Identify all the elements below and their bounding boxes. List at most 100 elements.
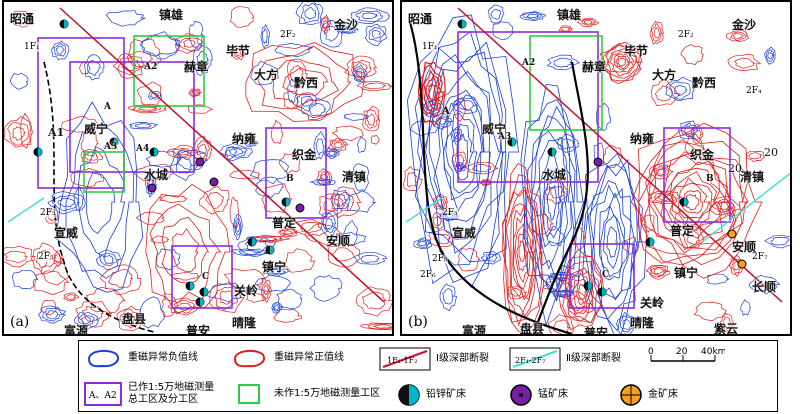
survey-area-b — [265, 127, 327, 219]
neg-anomaly-a — [155, 248, 181, 271]
deposit-b-7 — [645, 237, 655, 247]
neg-zone-b-west — [406, 14, 519, 288]
area-b-b: B — [706, 174, 714, 184]
neg-anomaly-b — [706, 273, 730, 285]
pos-anomaly-a — [327, 137, 349, 153]
neg-anomaly-b — [764, 46, 776, 65]
deposit-b-2 — [547, 147, 557, 157]
place-qingzhen-b: 清镇 — [740, 170, 765, 184]
pos-anomaly-a — [85, 286, 126, 314]
neg-anomaly-a — [309, 274, 343, 302]
panel-b-label: (b) — [406, 314, 430, 330]
deposit-a-12 — [247, 237, 257, 247]
neg-anomaly-a — [147, 91, 162, 100]
pos-anomaly-b — [719, 312, 734, 332]
neg-anomaly-a — [301, 98, 331, 122]
neg-contour-icon — [87, 349, 119, 368]
pos-anomaly-a — [271, 119, 284, 145]
place-zhenning: 镇宁 — [262, 260, 287, 274]
deep-fault-1-icon: 1F₁-1F₂ — [379, 347, 431, 371]
unsurveyed-area-icon — [238, 384, 260, 404]
pos-anomaly-b — [457, 248, 481, 272]
place-xuanwei-b: 宣威 — [452, 226, 477, 240]
boundary-line-b — [408, 21, 573, 334]
svg-text:A、A2: A、A2 — [88, 391, 117, 401]
pos-anomaly-a — [278, 153, 300, 174]
pos-anomaly-a — [170, 271, 200, 281]
place-pu-an-b: 普安 — [584, 326, 609, 336]
deposit-b-3 — [593, 157, 603, 167]
pos-anomaly-a — [99, 264, 142, 296]
survey-area-b-b — [663, 127, 731, 223]
neg-anomaly-a — [242, 139, 259, 147]
au-deposit-icon — [620, 384, 642, 406]
place-xuanwei: 宣威 — [54, 226, 79, 240]
pos-anomaly-a — [283, 90, 299, 110]
neg-anomaly-a — [271, 302, 284, 314]
svg-text:1F₁-1F₂: 1F₁-1F₂ — [387, 356, 417, 365]
pos-anomaly-b — [727, 53, 762, 71]
neg-anomaly-a — [139, 34, 180, 57]
pos-anomaly-a — [359, 322, 392, 331]
pos-anomaly-a — [320, 14, 332, 35]
pos-anomaly-a — [245, 234, 291, 243]
deposit-b-1 — [507, 137, 517, 147]
neg-anomaly-a — [105, 10, 146, 27]
survey-area-c — [171, 245, 233, 309]
neg-anomaly-a — [320, 210, 339, 238]
deposit-a-13 — [265, 245, 275, 255]
deposit-b-9 — [737, 259, 747, 269]
survey-area-a — [69, 61, 195, 173]
neg-anomaly-b — [665, 76, 695, 102]
pos-zone-b-band — [501, 162, 545, 334]
pos-zone-b-panxian — [558, 248, 605, 331]
pos-anomaly-b — [726, 30, 750, 42]
deposit-b-5 — [583, 281, 593, 291]
pos-anomaly-a — [126, 51, 154, 67]
pos-anomaly-b — [726, 202, 736, 217]
fault-label-2f6-b: 2F₆ — [420, 270, 436, 280]
neg-anomaly-a — [128, 122, 159, 130]
place-bijie-b: 毕节 — [624, 44, 649, 58]
pos-zone-a-south — [145, 183, 231, 315]
pos-anomaly-b — [602, 145, 624, 169]
place-zhenning-b: 镇宁 — [674, 266, 699, 280]
pos-anomaly-a — [284, 248, 316, 273]
place-qianxi: 黔西 — [294, 76, 319, 90]
place-anshun: 安顺 — [326, 234, 351, 248]
area-a3: A3 — [104, 142, 118, 152]
fault-line-2f7-b — [701, 172, 790, 243]
fault-line-2f3 — [7, 197, 45, 223]
pos-anomaly-a — [79, 61, 91, 75]
pos-anomaly-a — [223, 268, 266, 289]
area-a1: A1 — [48, 126, 65, 139]
panel-b-map: 昭通 镇雄 金沙 毕节 赫章 大方 黔西 威宁 纳雍 织金 水城 清镇 宣威 普… — [400, 0, 792, 336]
place-guanling-b: 关岭 — [640, 296, 665, 310]
place-fuyuan-b: 富源 — [462, 324, 487, 336]
neg-anomaly-a — [192, 44, 213, 77]
pos-anomaly-a — [229, 196, 240, 230]
legend-deep-fault-1: 1F₁-1F₂ Ⅰ级深部断裂 — [379, 347, 489, 371]
neg-anomaly-a — [330, 189, 351, 210]
place-hezhang: 赫章 — [184, 60, 209, 74]
pos-zone-b-core — [417, 61, 446, 127]
area-b: B — [286, 174, 294, 184]
place-zhaotong: 昭通 — [10, 12, 35, 26]
neg-anomaly-b — [487, 4, 505, 24]
place-zhaotong-b: 昭通 — [408, 12, 433, 26]
fault-label-2f4-b: 2F₄ — [746, 86, 762, 96]
pos-anomaly-b — [680, 44, 704, 66]
place-puding: 普定 — [272, 216, 297, 230]
pos-anomaly-a — [331, 125, 364, 142]
pos-anomaly-b — [548, 314, 574, 334]
area-a2-b: A2 — [522, 58, 536, 68]
deposit-a-0 — [59, 19, 69, 29]
place-dafang: 大方 — [254, 68, 279, 82]
neg-anomaly-a — [255, 176, 284, 198]
neg-anomaly-a — [343, 219, 358, 247]
neg-anomaly-a — [233, 213, 243, 241]
place-zhenxiong: 镇雄 — [159, 8, 184, 22]
pos-anomaly-a — [188, 88, 202, 98]
place-zhenxiong-b: 镇雄 — [557, 8, 582, 22]
neg-anomaly-b — [595, 102, 611, 132]
